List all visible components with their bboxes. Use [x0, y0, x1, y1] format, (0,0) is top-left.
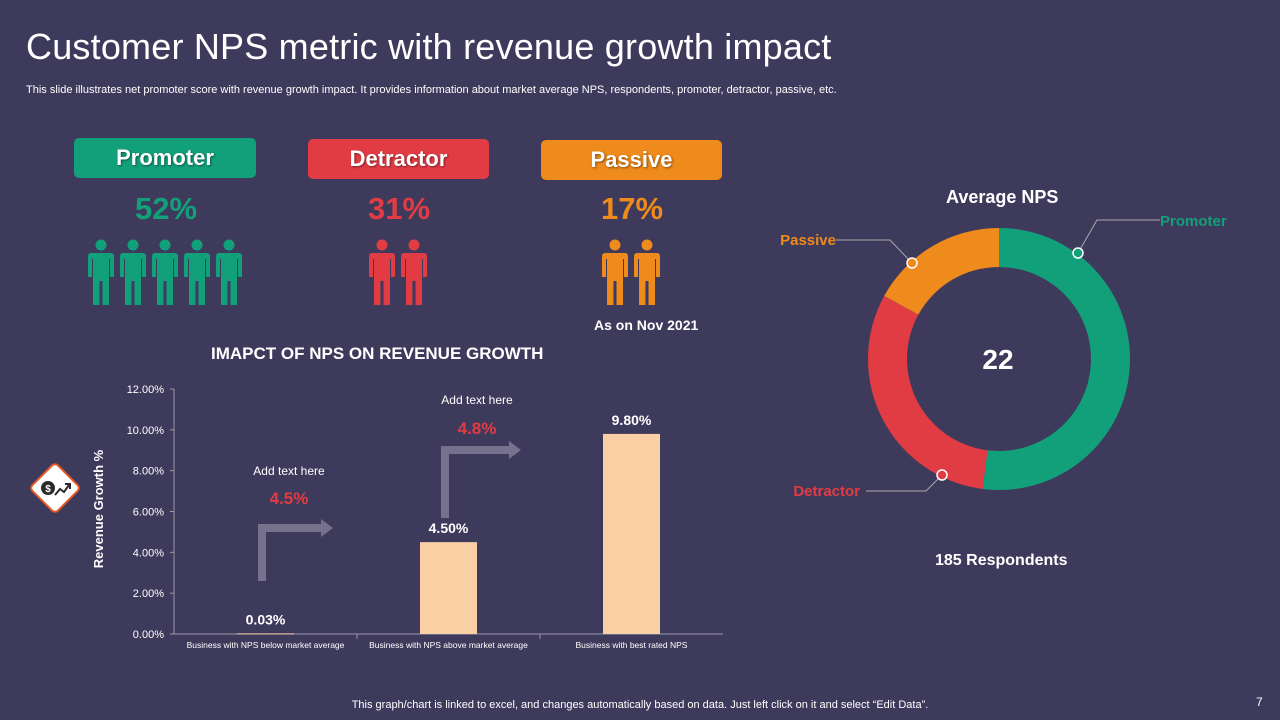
person-icon — [634, 239, 660, 305]
bar-data-label: 0.03% — [246, 611, 286, 627]
promoter-people-icons — [87, 239, 243, 309]
bar — [603, 433, 660, 634]
growth-arrow-2 — [441, 446, 510, 518]
promoter-callout-dot — [1072, 247, 1084, 259]
respondents-count: 185 Respondents — [935, 552, 1068, 569]
detractor-callout-dot — [936, 469, 948, 481]
passive-callout-dot — [906, 257, 918, 269]
footer-note: This graph/chart is linked to excel, and… — [351, 699, 929, 711]
y-tick-label: 0.00% — [133, 629, 164, 641]
detractor-percent: 31% — [367, 191, 431, 226]
y-tick-label: 10.00% — [127, 425, 165, 437]
donut-slice-promoter — [982, 228, 1130, 490]
y-tick-label: 12.00% — [127, 384, 165, 396]
person-icon — [401, 239, 427, 305]
x-category-label: Business with best rated NPS — [576, 640, 688, 650]
donut-slice-detractor — [868, 295, 988, 489]
growth-arrow-2-head — [509, 441, 521, 459]
passive-callout-line — [836, 239, 913, 264]
dollar-growth-icon: $ — [30, 463, 80, 513]
annotation-1-text: Add text here — [253, 464, 325, 478]
promoter-badge: Promoter — [74, 138, 256, 178]
donut-label-passive: Passive — [780, 232, 836, 249]
svg-text:$: $ — [45, 484, 51, 495]
passive-badge: Passive — [541, 140, 722, 180]
person-icon — [152, 239, 178, 305]
annotation-2-value: 4.8% — [458, 419, 497, 438]
bar — [420, 542, 477, 634]
annotation-2-text: Add text here — [441, 393, 513, 407]
y-tick-label: 6.00% — [133, 507, 164, 519]
y-tick-label: 8.00% — [133, 466, 164, 478]
donut-label-detractor: Detractor — [793, 483, 860, 500]
donut-title: Average NPS — [946, 187, 1059, 207]
revenue-growth-bar-chart: 0.00% 2.00% 4.00% 6.00% 8.00% 10.00% 12.00% 0.0… — [91, 384, 723, 650]
page-subtitle: This slide illustrates net promoter scor… — [26, 84, 837, 96]
bar-chart-title: IMAPCT OF NPS ON REVENUE GROWTH — [211, 344, 544, 363]
donut-slice-passive — [884, 228, 999, 315]
passive-percent: 17% — [600, 191, 664, 226]
as-of-date: As on Nov 2021 — [594, 317, 699, 333]
y-tick-label: 4.00% — [133, 547, 164, 559]
annotation-1-value: 4.5% — [270, 489, 309, 508]
person-icon — [369, 239, 395, 305]
page-number: 7 — [1256, 695, 1263, 709]
passive-people-icons — [601, 239, 661, 309]
detractor-people-icons — [368, 239, 428, 309]
bar — [237, 633, 294, 635]
page-title: Customer NPS metric with revenue growth … — [26, 26, 832, 67]
y-tick-label: 2.00% — [133, 588, 164, 600]
person-icon — [184, 239, 210, 305]
bar-data-label: 4.50% — [429, 520, 469, 536]
growth-arrow-1-head — [321, 519, 333, 537]
promoter-percent: 52% — [134, 191, 198, 226]
person-icon — [88, 239, 114, 305]
donut-label-promoter: Promoter — [1160, 213, 1227, 230]
growth-arrow-1 — [258, 524, 322, 581]
detractor-badge: Detractor — [308, 139, 489, 179]
donut-center-value: 22 — [982, 344, 1013, 375]
person-icon — [120, 239, 146, 305]
average-nps-donut: 22 Promoter Passive Detractor — [780, 213, 1227, 500]
person-icon — [602, 239, 628, 305]
bar-data-label: 9.80% — [612, 412, 652, 428]
promoter-callout-line — [1077, 219, 1160, 254]
x-category-label: Business with NPS above market average — [369, 640, 528, 650]
person-icon — [216, 239, 242, 305]
x-category-label: Business with NPS below market average — [187, 640, 345, 650]
y-axis-label: Revenue Growth % — [91, 449, 106, 568]
detractor-callout-line — [866, 474, 943, 492]
